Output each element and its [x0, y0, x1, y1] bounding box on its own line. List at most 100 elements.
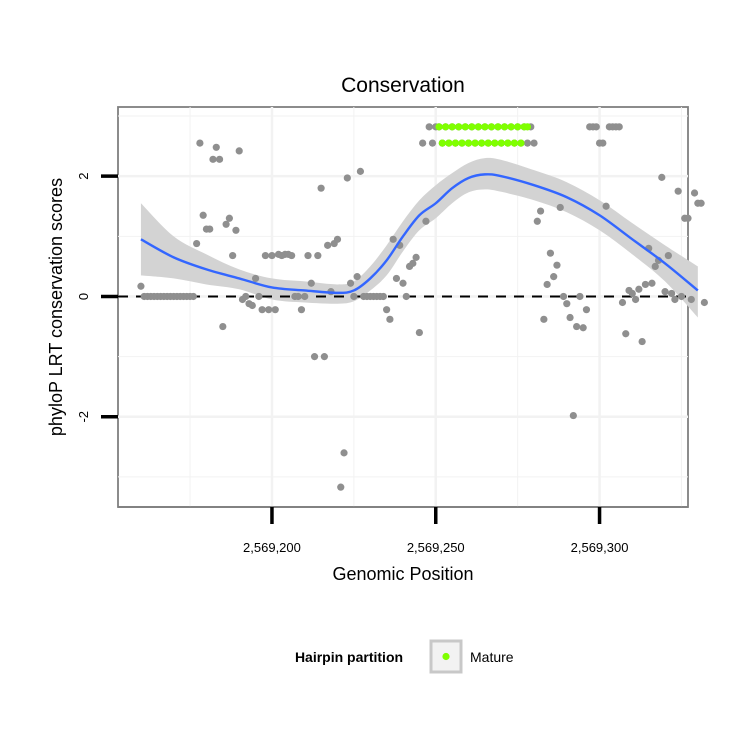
data-point — [193, 239, 201, 248]
data-point — [556, 203, 564, 212]
data-point — [536, 207, 545, 215]
data-point — [546, 249, 555, 257]
chart-title: Conservation — [341, 74, 465, 97]
data-point — [664, 251, 672, 260]
legend-mature-marker — [442, 652, 450, 661]
data-point — [343, 174, 351, 182]
data-point — [209, 155, 217, 163]
data-point — [258, 306, 266, 314]
data-point — [419, 139, 427, 147]
data-point — [553, 261, 561, 269]
data-point — [206, 225, 214, 233]
data-point — [550, 273, 558, 281]
mature-point — [471, 139, 479, 147]
data-point — [392, 274, 401, 283]
data-point — [251, 274, 260, 283]
mature-point — [514, 123, 522, 131]
mature-point — [464, 139, 473, 147]
mature-point — [507, 123, 515, 131]
data-point — [383, 306, 391, 314]
mature-point — [445, 139, 453, 147]
data-point — [294, 292, 302, 301]
data-point — [687, 295, 695, 304]
data-point — [248, 301, 256, 310]
legend-title: Hairpin partition — [295, 649, 403, 665]
data-point — [212, 143, 220, 151]
data-point — [310, 353, 319, 361]
data-point — [268, 251, 276, 260]
x-axis-label: Genomic Position — [332, 564, 473, 584]
data-point — [628, 289, 636, 298]
x-tick-label: 2,569,250 — [407, 540, 465, 555]
mature-point — [497, 139, 505, 147]
legend-label-mature: Mature — [470, 649, 514, 665]
data-point — [333, 235, 342, 243]
data-point — [641, 280, 650, 289]
y-tick-label: 0 — [76, 293, 91, 300]
mature-point — [494, 123, 502, 131]
data-point — [668, 289, 676, 298]
mature-point — [461, 123, 469, 131]
data-point — [399, 279, 407, 287]
data-point — [422, 217, 430, 225]
data-point — [576, 292, 584, 301]
data-point — [320, 353, 328, 361]
mature-point — [484, 139, 492, 147]
data-point — [674, 187, 682, 195]
data-point — [199, 211, 207, 219]
data-point — [635, 285, 643, 293]
smooth-trend-line — [140, 173, 699, 295]
x-tick-label: 2,569,300 — [571, 540, 629, 555]
data-point — [297, 306, 306, 314]
data-point — [304, 251, 312, 260]
mature-point — [451, 139, 460, 147]
x-axis: 2,569,200 2,569,250 2,569,300 — [118, 506, 688, 555]
data-point — [307, 279, 315, 287]
data-point — [314, 251, 322, 260]
mature-point — [504, 139, 512, 147]
data-point — [324, 241, 332, 249]
confidence-ribbon-layer — [140, 157, 698, 318]
data-point — [271, 306, 279, 314]
mature-point — [491, 139, 499, 147]
data-point — [631, 295, 640, 304]
mature-point — [478, 139, 486, 147]
data-point — [425, 123, 433, 131]
data-point — [677, 292, 686, 301]
data-point — [573, 322, 581, 331]
data-point — [697, 199, 705, 207]
mature-points-layer — [435, 123, 532, 147]
mature-point — [487, 123, 496, 131]
y-axis: -2 0 2 — [76, 173, 118, 423]
data-point — [602, 202, 610, 210]
data-point — [412, 253, 420, 261]
legend: Hairpin partition Mature — [295, 639, 514, 674]
data-point — [582, 306, 591, 314]
data-point — [592, 123, 600, 131]
data-point — [261, 251, 270, 260]
mature-point — [455, 123, 463, 131]
mature-point — [523, 123, 532, 131]
data-point — [356, 167, 365, 175]
data-point — [350, 292, 358, 301]
mature-point — [510, 139, 518, 147]
legend-key-box — [429, 639, 463, 674]
data-point — [530, 139, 538, 147]
data-point — [353, 273, 361, 281]
data-point — [533, 217, 541, 225]
mature-point — [435, 123, 443, 131]
data-point — [700, 298, 708, 307]
mature-point — [474, 123, 482, 131]
data-point — [615, 123, 623, 131]
mature-point — [468, 123, 476, 131]
confidence-ribbon — [140, 157, 698, 318]
mature-point — [438, 139, 446, 147]
y-tick-label: -2 — [76, 411, 91, 423]
data-point — [658, 173, 666, 181]
data-point — [622, 330, 630, 338]
data-point — [346, 279, 355, 287]
data-point — [543, 280, 551, 289]
y-axis-label: phyloP LRT conservation scores — [46, 178, 66, 436]
data-point — [566, 313, 574, 322]
